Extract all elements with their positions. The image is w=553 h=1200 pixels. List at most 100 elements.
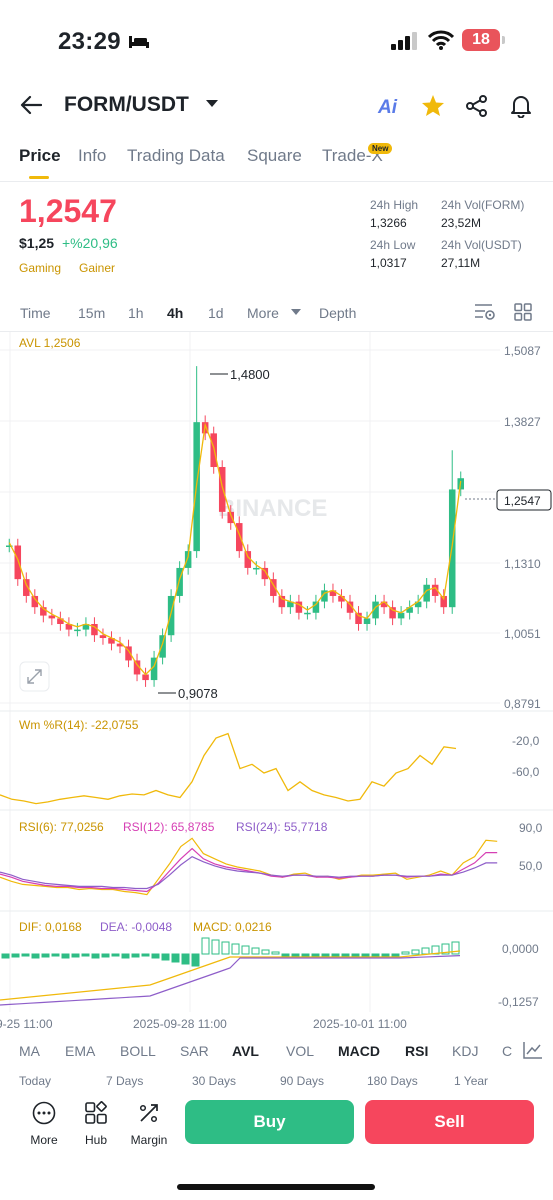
candle-body <box>150 657 158 681</box>
macd-bar <box>71 953 80 958</box>
candle-body <box>329 590 337 596</box>
timeframe-time[interactable]: Time <box>20 305 51 321</box>
period-7d[interactable]: 7 Days <box>106 1074 144 1088</box>
candle-body <box>99 635 107 639</box>
indicator-ema[interactable]: EMA <box>65 1043 96 1059</box>
indicator-kdj[interactable]: KDJ <box>452 1043 479 1059</box>
high-value: 1,3266 <box>370 216 407 230</box>
tab-price[interactable]: Price <box>19 146 61 165</box>
indicator-ma[interactable]: MA <box>19 1043 40 1059</box>
rsi24-line <box>0 856 498 890</box>
hub-icon <box>85 1101 107 1124</box>
candle-body <box>372 601 379 619</box>
macd-bar <box>21 953 30 957</box>
candle-body <box>133 660 141 675</box>
tag-gaming[interactable]: Gaming <box>19 261 62 275</box>
pair-title[interactable]: FORM/USDT <box>64 93 189 116</box>
macd-bar <box>441 943 450 955</box>
home-indicator <box>177 1184 375 1190</box>
timeframe-4h[interactable]: 4h <box>167 305 184 321</box>
expand-icon[interactable] <box>19 661 50 692</box>
period-today[interactable]: Today <box>19 1074 52 1088</box>
margin-button[interactable]: Margin <box>128 1101 170 1147</box>
kline-chart[interactable]: BINANCE 1,4800 0,9078 1,2547 1,5087 1,38… <box>0 332 553 1012</box>
date-label: 2025-09-28 11:00 <box>133 1017 227 1031</box>
chart-top-border <box>0 331 553 332</box>
sell-button[interactable]: Sell <box>365 1100 534 1144</box>
timeframe-1d[interactable]: 1d <box>208 305 224 321</box>
svg-text:-0,1257: -0,1257 <box>498 995 539 1009</box>
macd-bar <box>171 953 180 963</box>
candle-body <box>244 551 252 568</box>
indicator-macd[interactable]: MACD <box>338 1043 380 1059</box>
macd-bar <box>401 951 410 955</box>
candle-body <box>227 511 234 524</box>
timeframe-1h[interactable]: 1h <box>128 305 144 321</box>
timeframe-more[interactable]: More <box>247 305 279 321</box>
buy-button[interactable]: Buy <box>185 1100 354 1144</box>
tab-trading-data[interactable]: Trading Data <box>127 146 225 165</box>
indicator-vol[interactable]: VOL <box>286 1043 315 1059</box>
bell-icon[interactable] <box>510 94 532 118</box>
macd-axis: 0,0000 -0,1257 <box>498 942 539 1009</box>
indicator-avl[interactable]: AVL <box>232 1043 259 1059</box>
timeframe-depth[interactable]: Depth <box>319 305 357 321</box>
avl-line <box>8 422 462 676</box>
indicator-boll[interactable]: BOLL <box>120 1043 156 1059</box>
candle-body <box>295 601 303 613</box>
macd-bar <box>451 941 460 955</box>
indicator-sar[interactable]: SAR <box>180 1043 209 1059</box>
more-caret-icon[interactable] <box>291 309 301 316</box>
macd-histogram <box>1 937 460 967</box>
wifi-icon <box>428 30 454 50</box>
candle-body <box>91 624 98 636</box>
chevron-down-icon[interactable] <box>206 100 218 108</box>
candle-body <box>355 612 362 625</box>
period-1y[interactable]: 1 Year <box>454 1074 489 1088</box>
indicator-settings-icon[interactable] <box>523 1041 543 1059</box>
svg-text:50,0: 50,0 <box>519 859 543 873</box>
vol-form-label: 24h Vol(FORM) <box>441 198 525 212</box>
macd-bar <box>11 953 20 958</box>
svg-text:1,4800: 1,4800 <box>230 367 270 382</box>
candle-body <box>304 612 311 615</box>
share-icon[interactable] <box>466 95 488 117</box>
back-arrow-icon[interactable] <box>20 95 42 115</box>
bed-icon <box>129 36 149 48</box>
indicator-rsi[interactable]: RSI <box>405 1043 429 1059</box>
star-icon[interactable] <box>421 94 445 117</box>
candle-body <box>48 615 56 619</box>
timeframe-15m[interactable]: 15m <box>78 305 106 321</box>
macd-label: MACD: 0,0216 <box>193 920 272 934</box>
hub-button[interactable]: Hub <box>76 1101 116 1147</box>
usd-price: $1,25 <box>19 235 55 251</box>
macd-bar <box>231 943 240 955</box>
more-button[interactable]: More <box>24 1101 64 1147</box>
svg-text:0,8791: 0,8791 <box>504 697 541 711</box>
rsi6-line <box>0 837 498 896</box>
macd-bar <box>211 939 220 955</box>
indicator-c[interactable]: C <box>502 1043 513 1059</box>
macd-bar <box>251 947 260 955</box>
hub-label: Hub <box>84 1133 107 1147</box>
period-30d[interactable]: 30 Days <box>192 1074 237 1088</box>
candle-body <box>338 595 345 602</box>
grid-layout-icon[interactable] <box>514 303 532 321</box>
date-label: 2025-10-01 11:00 <box>313 1017 407 1031</box>
macd-bar <box>31 953 40 959</box>
vol-usdt-value: 27,11M <box>441 256 481 270</box>
ai-icon[interactable]: Ai <box>378 97 397 118</box>
period-180d[interactable]: 180 Days <box>367 1074 418 1088</box>
tag-gainer[interactable]: Gainer <box>79 261 116 275</box>
period-90d[interactable]: 90 Days <box>280 1074 325 1088</box>
candle-body <box>321 590 328 602</box>
candle-body <box>440 595 447 608</box>
tab-trade-x[interactable]: Trade-X <box>322 146 383 165</box>
candle-body <box>218 467 226 512</box>
tab-info[interactable]: Info <box>78 146 107 165</box>
tab-square[interactable]: Square <box>247 146 302 165</box>
margin-icon <box>139 1104 158 1123</box>
chart-settings-icon[interactable] <box>474 303 496 321</box>
candle-body <box>389 607 396 619</box>
macd-bar <box>161 953 170 961</box>
